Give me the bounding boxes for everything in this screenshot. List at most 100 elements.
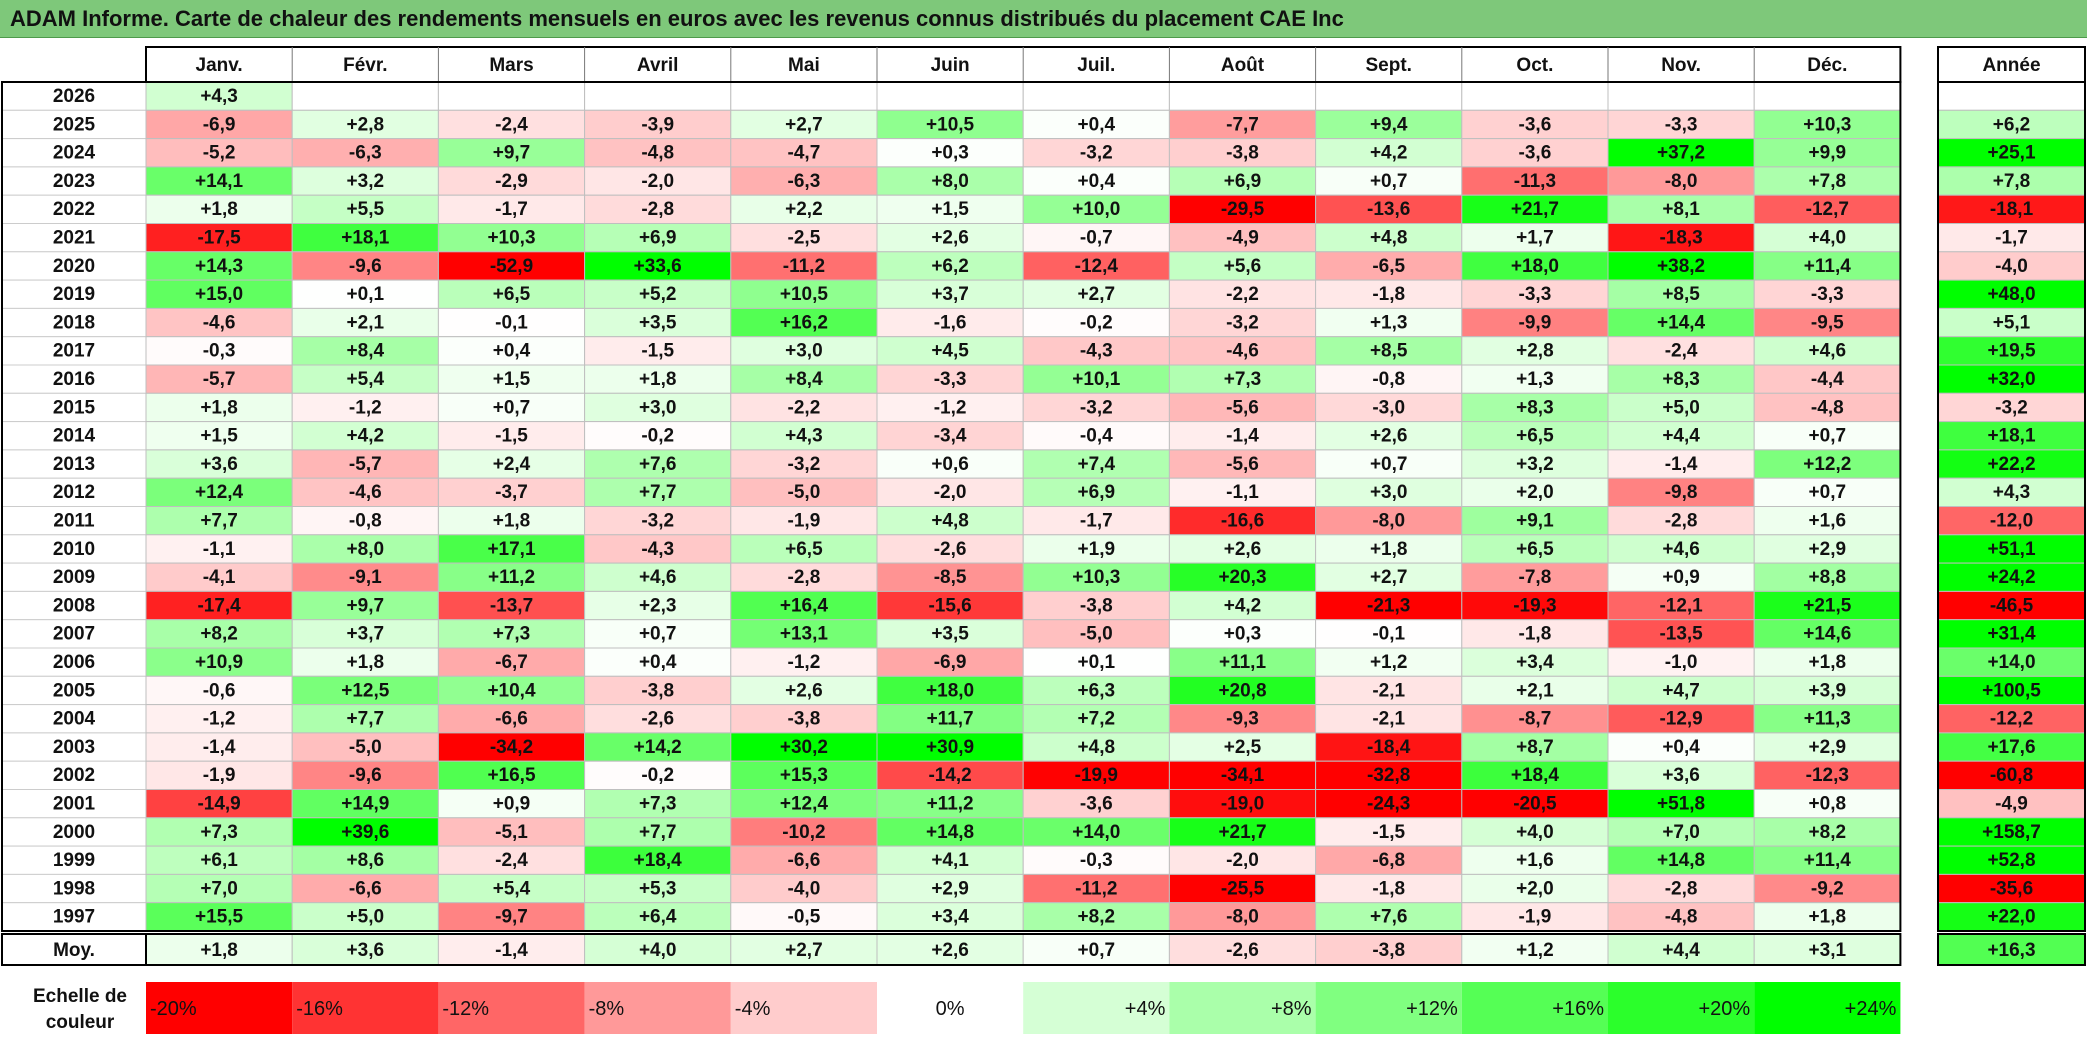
cell-value: +14,4 xyxy=(1657,312,1706,333)
cell-value: +3,6 xyxy=(1662,765,1700,786)
cell-value: +1,8 xyxy=(639,369,677,390)
cell-value: -5,0 xyxy=(1080,624,1113,645)
cell-value: +6,9 xyxy=(1078,482,1116,503)
cell-value: -13,5 xyxy=(1659,624,1703,645)
average-value: +0,7 xyxy=(1078,940,1116,961)
cell-value: -3,8 xyxy=(788,709,821,730)
cell-value: +2,1 xyxy=(1516,680,1554,701)
cell-value: +2,6 xyxy=(1224,539,1262,560)
cell-value: +9,9 xyxy=(1809,143,1847,164)
year-label: 2023 xyxy=(53,171,95,192)
cell-value: +0,4 xyxy=(1078,114,1116,135)
cell-value: +11,2 xyxy=(488,567,535,588)
cell-value: -7,7 xyxy=(1226,114,1259,135)
annual-value: +19,5 xyxy=(1987,341,2036,362)
cell-value: +7,7 xyxy=(347,709,385,730)
cell-value: +6,3 xyxy=(1078,680,1116,701)
cell-value: +2,7 xyxy=(785,114,823,135)
cell-value: +20,8 xyxy=(1218,680,1266,701)
heatmap-cell xyxy=(1316,82,1462,110)
cell-value: +2,5 xyxy=(1224,737,1262,758)
cell-value: +7,6 xyxy=(639,454,677,475)
cell-value: +8,6 xyxy=(347,850,385,871)
cell-value: +18,4 xyxy=(1511,765,1560,786)
cell-value: +13,1 xyxy=(780,624,829,645)
year-label: 2017 xyxy=(53,341,95,362)
cell-value: +38,2 xyxy=(1657,256,1705,277)
cell-value: +1,8 xyxy=(200,397,238,418)
cell-value: +6,5 xyxy=(1516,426,1554,447)
month-header-label: Août xyxy=(1221,55,1265,76)
cell-value: +4,3 xyxy=(785,426,823,447)
cell-value: +10,0 xyxy=(1072,199,1120,220)
cell-value: +0,7 xyxy=(1809,426,1847,447)
annual-value: +48,0 xyxy=(1987,284,2035,305)
cell-value: -9,6 xyxy=(349,765,382,786)
cell-value: -2,6 xyxy=(934,539,967,560)
cell-value: -2,0 xyxy=(641,171,674,192)
cell-value: +5,4 xyxy=(493,878,531,899)
year-label: 2004 xyxy=(53,709,96,730)
cell-value: -0,1 xyxy=(1372,624,1405,645)
cell-value: +6,4 xyxy=(639,907,677,928)
cell-value: -0,2 xyxy=(641,426,674,447)
year-label: 2010 xyxy=(53,539,95,560)
cell-value: +11,4 xyxy=(1804,850,1851,871)
cell-value: -1,6 xyxy=(934,312,967,333)
cell-value: -1,9 xyxy=(203,765,236,786)
annual-value: -12,0 xyxy=(1990,511,2033,532)
month-header-label: Sept. xyxy=(1365,55,1411,76)
cell-value: -9,9 xyxy=(1519,312,1552,333)
cell-value: -1,8 xyxy=(1372,284,1405,305)
cell-value: +1,8 xyxy=(1809,652,1847,673)
cell-value: +0,9 xyxy=(493,794,531,815)
year-label: 2020 xyxy=(53,256,95,277)
cell-value: +16,2 xyxy=(780,312,828,333)
month-header-label: Nov. xyxy=(1661,55,1701,76)
heatmap-cell xyxy=(1608,82,1754,110)
cell-value: +4,6 xyxy=(639,567,677,588)
year-label: 2006 xyxy=(53,652,95,673)
heatmap-cell xyxy=(731,82,877,110)
cell-value: -17,4 xyxy=(197,595,241,616)
cell-value: +0,3 xyxy=(931,143,969,164)
cell-value: -1,0 xyxy=(1665,652,1698,673)
cell-value: -3,2 xyxy=(1080,143,1113,164)
cell-value: -52,9 xyxy=(490,256,533,277)
cell-value: -3,6 xyxy=(1519,114,1552,135)
cell-value: +4,0 xyxy=(1809,228,1847,249)
cell-value: +2,6 xyxy=(931,228,969,249)
cell-value: +14,8 xyxy=(1657,850,1705,871)
average-value: +1,8 xyxy=(200,940,238,961)
year-label: 1998 xyxy=(53,878,95,899)
cell-value: +2,0 xyxy=(1516,878,1554,899)
cell-value: -0,5 xyxy=(788,907,821,928)
cell-value: +12,4 xyxy=(780,794,829,815)
cell-value: +0,7 xyxy=(1809,482,1847,503)
cell-value: +9,1 xyxy=(1516,511,1554,532)
color-scale-value: +16% xyxy=(1552,998,1604,1020)
cell-value: +10,5 xyxy=(926,114,975,135)
cell-value: -2,2 xyxy=(788,397,821,418)
cell-value: -8,0 xyxy=(1226,907,1259,928)
annual-value: +17,6 xyxy=(1987,737,2035,758)
cell-value: +10,5 xyxy=(780,284,829,305)
cell-value: -34,2 xyxy=(490,737,533,758)
cell-value: +6,5 xyxy=(1516,539,1554,560)
cell-value: +6,5 xyxy=(493,284,531,305)
cell-value: +6,9 xyxy=(639,228,677,249)
cell-value: -5,0 xyxy=(788,482,821,503)
cell-value: -11,3 xyxy=(1514,171,1556,192)
cell-value: +7,3 xyxy=(493,624,531,645)
cell-value: +7,3 xyxy=(639,794,677,815)
cell-value: -3,3 xyxy=(934,369,967,390)
heatmap-cell xyxy=(438,82,584,110)
year-label: 1997 xyxy=(53,907,95,928)
cell-value: +3,9 xyxy=(1809,680,1847,701)
color-scale-label-line1: Echelle de xyxy=(33,986,127,1007)
average-value: +4,0 xyxy=(639,940,677,961)
cell-value: -3,4 xyxy=(934,426,967,447)
cell-value: +7,6 xyxy=(1370,907,1408,928)
cell-value: +14,2 xyxy=(634,737,682,758)
cell-value: +8,7 xyxy=(1516,737,1554,758)
